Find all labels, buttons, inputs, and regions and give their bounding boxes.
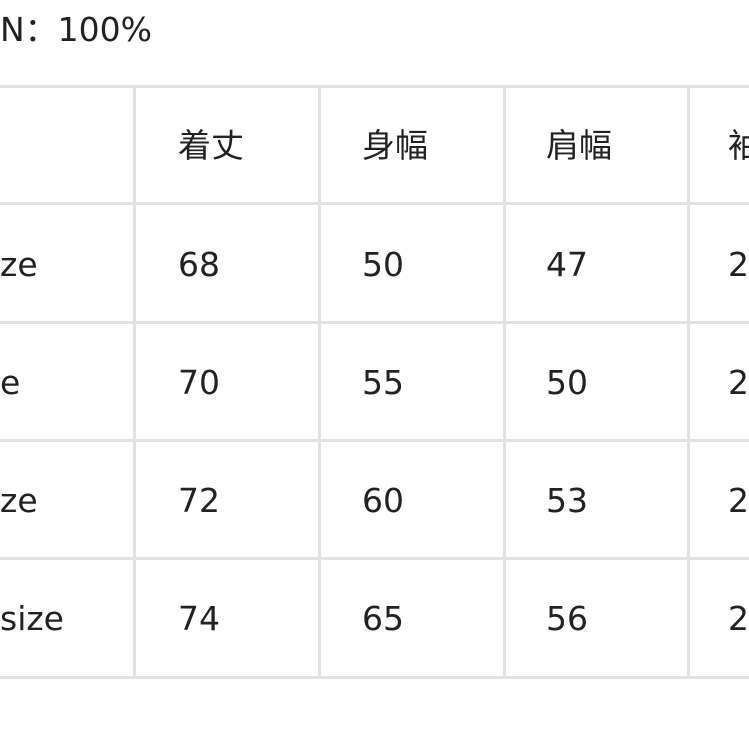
grid-line	[503, 85, 506, 677]
cell-value: 72	[178, 481, 220, 520]
grid-line	[0, 85, 749, 88]
cell-value: 74	[178, 599, 220, 638]
cell-value: 47	[546, 245, 588, 284]
row-label: e	[0, 363, 21, 402]
cell-value: 2	[728, 363, 749, 402]
cell-value: 68	[178, 245, 220, 284]
row-label: ze	[0, 245, 38, 284]
cell-value: 50	[362, 245, 404, 284]
row-label: size	[0, 599, 64, 638]
grid-line	[687, 85, 690, 677]
grid-line	[133, 85, 136, 677]
cell-value: 56	[546, 599, 588, 638]
grid-line	[318, 85, 321, 677]
grid-line	[0, 557, 749, 560]
column-header: 着丈	[178, 126, 244, 165]
grid-line	[0, 676, 749, 679]
column-header: 袖	[728, 126, 749, 165]
cell-value: 70	[178, 363, 220, 402]
cell-value: 65	[362, 599, 404, 638]
column-header: 身幅	[362, 126, 428, 165]
cell-value: 53	[546, 481, 588, 520]
column-header: 肩幅	[546, 126, 612, 165]
cell-value: 50	[546, 363, 588, 402]
cell-value: 2	[728, 599, 749, 638]
material-text: N：100%	[0, 10, 153, 49]
grid-line	[0, 202, 749, 205]
grid-line	[0, 321, 749, 324]
cell-value: 2	[728, 245, 749, 284]
cell-value: 2	[728, 481, 749, 520]
grid-line	[0, 439, 749, 442]
cell-value: 55	[362, 363, 404, 402]
row-label: ze	[0, 481, 38, 520]
cell-value: 60	[362, 481, 404, 520]
